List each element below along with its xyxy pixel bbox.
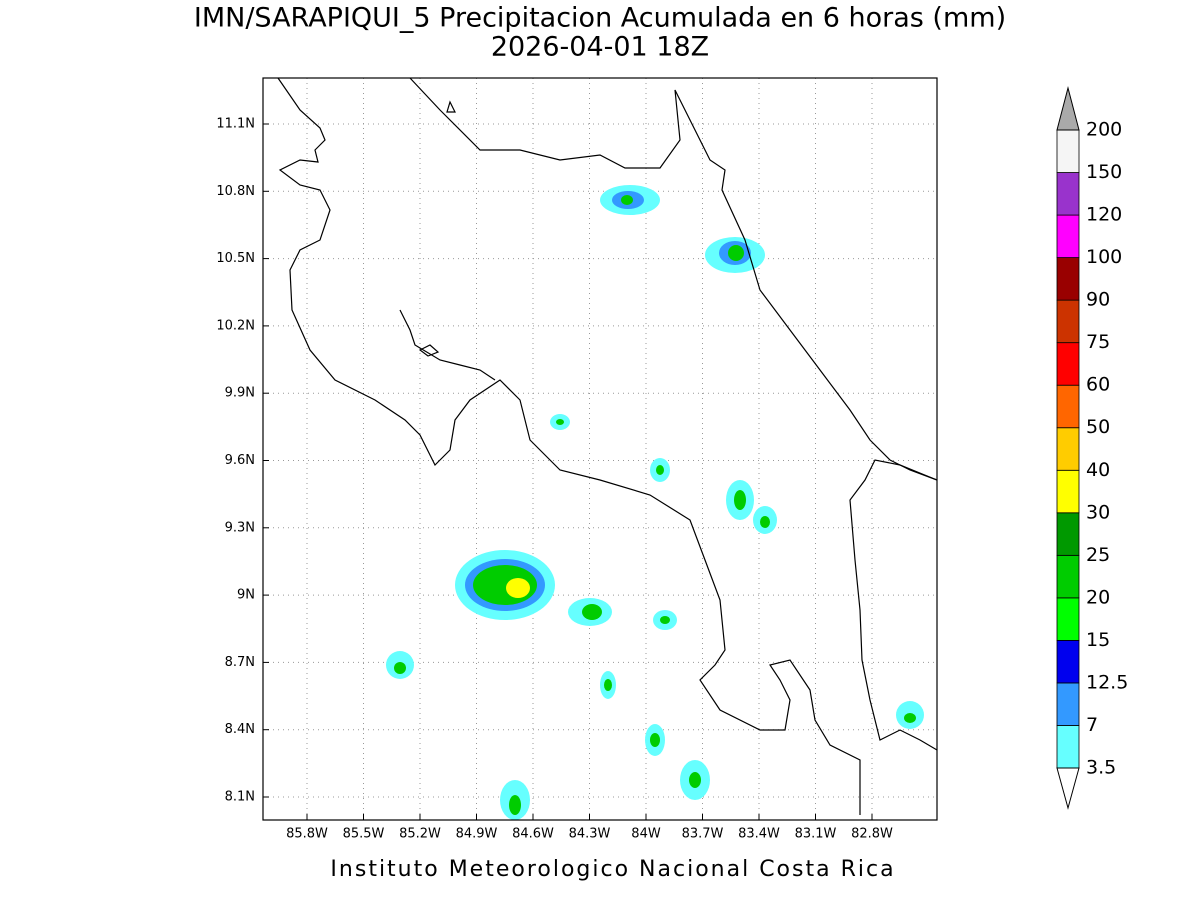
x-tick-label: 84.6W [512,827,554,842]
y-tick-label: 9.6N [225,453,255,468]
colorbar-box [1056,172,1080,216]
colorbar-label: 100 [1086,246,1122,268]
y-tick-label: 8.7N [225,655,255,670]
map-frame [262,77,938,821]
colorbar-label: 90 [1086,289,1110,311]
colorbar-label: 7 [1086,714,1098,736]
colorbar-label: 75 [1086,331,1110,353]
x-tick-label: 84.9W [456,827,498,842]
subtitle: 2026-04-01 18Z [491,32,709,63]
colorbar-box [1056,427,1080,471]
colorbar-box [1056,554,1080,599]
colorbar-box [1056,469,1080,514]
colorbar-box [1056,597,1080,641]
y-tick-label: 10.5N [216,251,255,266]
colorbar-box [1056,640,1080,684]
colorbar-label: 40 [1086,459,1110,481]
colorbar-box [1056,214,1080,258]
colorbar-box [1056,682,1080,726]
y-tick-label: 10.2N [216,318,255,333]
colorbar-label: 150 [1086,161,1122,183]
coastline [277,77,938,815]
map-background [263,78,937,820]
y-tick-label: 9.9N [225,386,255,401]
x-tick-label: 83.1W [795,827,837,842]
colorbar-label: 50 [1086,416,1110,438]
colorbar-box [1056,725,1080,769]
x-tick-label: 85.2W [399,827,441,842]
precip-field [386,185,924,820]
colorbar-label: 200 [1086,119,1122,141]
colorbar-label: 25 [1086,544,1110,566]
colorbar-label: 12.5 [1086,671,1128,693]
colorbar-label: 120 [1086,204,1122,226]
x-tick-label: 82.8W [851,827,893,842]
colorbar-label: 15 [1086,629,1110,651]
colorbar-over [1056,86,1080,131]
x-tick-label: 84.3W [569,827,611,842]
y-tick-label: 8.4N [225,722,255,737]
x-tick-label: 83.4W [738,827,780,842]
x-tick-label: 83.7W [682,827,724,842]
x-tick-label: 85.8W [286,827,328,842]
colorbar-box [1056,512,1080,556]
colorbar-box [1056,129,1080,173]
y-tick-label: 9N [237,588,255,603]
colorbar-box [1056,257,1080,301]
colorbar-label: 30 [1086,501,1110,523]
colorbar-box [1056,342,1080,386]
y-tick-label: 9.3N [225,520,255,535]
x-tick-label: 85.5W [343,827,385,842]
x-tick-label: 84W [631,827,661,842]
title: IMN/SARAPIQUI_5 Precipitacion Acumulada … [194,3,1006,34]
footer: Instituto Meteorologico Nacional Costa R… [330,857,895,882]
colorbar-label: 20 [1086,586,1110,608]
y-tick-label: 10.8N [216,184,255,199]
colorbar: 3.5 7 12.5 15 20 25 30 40 50 60 75 90 100 120 150 200 [1056,86,1128,810]
y-tick-label: 11.1N [216,117,255,132]
colorbar-box [1056,384,1080,429]
colorbar-under [1056,767,1080,810]
colorbar-box [1056,299,1080,344]
colorbar-label: 60 [1086,374,1110,396]
colorbar-label: 3.5 [1086,757,1116,779]
map-area [262,77,938,821]
y-tick-label: 8.1N [225,790,255,805]
